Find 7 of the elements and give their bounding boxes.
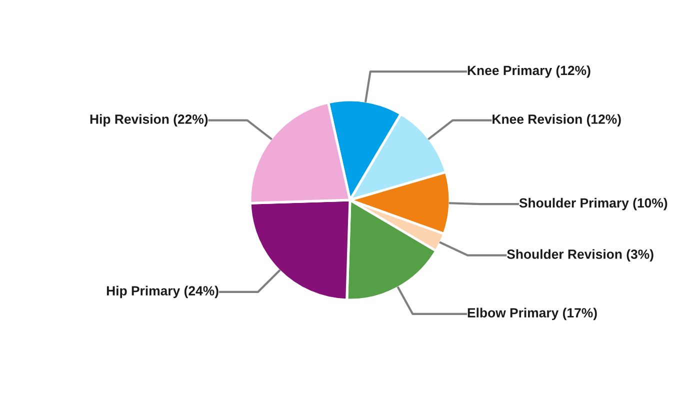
slice-label: Shoulder Primary (10%) xyxy=(519,198,668,210)
slice-label: Hip Revision (22%) xyxy=(90,114,208,126)
slice-label: Knee Primary (12%) xyxy=(468,65,590,78)
slice-label: Hip Primary (24%) xyxy=(106,286,218,298)
slice-label: Knee Revision (12%) xyxy=(492,114,621,126)
slice-label: Elbow Primary (17%) xyxy=(468,308,597,320)
slice-label: Shoulder Revision (3%) xyxy=(507,249,654,262)
